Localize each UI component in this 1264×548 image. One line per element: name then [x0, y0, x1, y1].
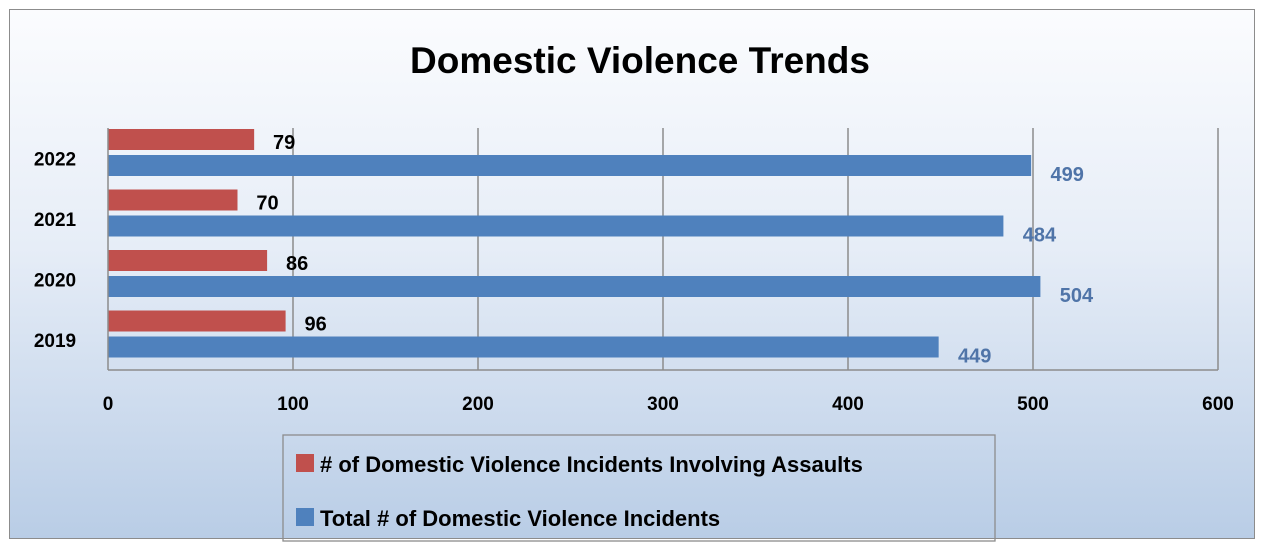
data-label-assaults: 96	[304, 314, 326, 336]
legend-label-assaults: # of Domestic Violence Incidents Involvi…	[320, 452, 863, 477]
bars-layer	[108, 129, 1041, 358]
bar-total	[108, 215, 1004, 237]
x-tick-label: 400	[832, 394, 864, 415]
x-tick-label: 600	[1202, 394, 1234, 415]
chart-frame	[9, 9, 1255, 539]
data-label-total: 449	[958, 346, 991, 368]
data-label-assaults: 86	[286, 253, 308, 275]
bar-assaults	[108, 310, 286, 332]
y-tick-label: 2022	[34, 149, 76, 170]
legend: # of Domestic Violence Incidents Involvi…	[282, 434, 996, 542]
y-tick-label: 2020	[34, 270, 76, 291]
bar-assaults	[108, 129, 255, 150]
y-tick-label: 2021	[34, 210, 77, 231]
legend-swatch-total	[296, 508, 314, 526]
data-label-assaults: 70	[256, 193, 278, 215]
data-label-assaults: 79	[273, 132, 295, 154]
data-label-total: 484	[1023, 225, 1057, 247]
legend-box	[282, 434, 996, 542]
y-tick-label: 2019	[34, 331, 76, 352]
data-label-total: 499	[1050, 164, 1083, 186]
data-label-total: 504	[1060, 285, 1094, 307]
x-tick-label: 100	[277, 394, 309, 415]
bar-assaults	[108, 250, 268, 271]
labels-layer: 96 449 86 504 70 484 79 499	[256, 132, 1094, 368]
x-tick-label: 200	[462, 394, 494, 415]
x-tick-label: 0	[103, 394, 114, 415]
bar-assaults	[108, 189, 238, 211]
chart-title: Domestic Violence Trends	[410, 40, 870, 81]
axis-layer: 0 100 200 300 400 500 600 2019 2020 2021 2022	[34, 128, 1234, 415]
bar-total	[108, 276, 1041, 297]
bar-total	[108, 155, 1032, 176]
legend-label-total: Total # of Domestic Violence Incidents	[320, 506, 720, 531]
x-tick-label: 300	[647, 394, 679, 415]
legend-swatch-assaults	[296, 454, 314, 472]
x-tick-label: 500	[1017, 394, 1049, 415]
bar-total	[108, 336, 939, 358]
